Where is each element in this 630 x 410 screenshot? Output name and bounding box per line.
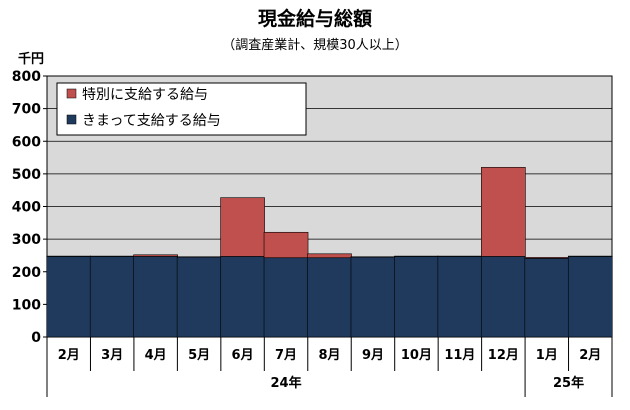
- year-label: 24年: [270, 375, 301, 391]
- bar-special: [220, 197, 265, 257]
- bar-regular: [133, 256, 178, 338]
- chart-subtitle: （調査産業計、規模30人以上）: [222, 37, 408, 53]
- bar-regular: [176, 256, 222, 338]
- bar-regular: [437, 256, 483, 338]
- y-tick-label: 100: [12, 297, 41, 313]
- bar-regular: [89, 256, 135, 338]
- x-tick-label: 8月: [318, 348, 340, 363]
- bar-regular: [263, 257, 309, 338]
- bar-special: [524, 257, 570, 259]
- x-tick-label: 7月: [275, 348, 297, 363]
- bar-regular: [394, 256, 439, 338]
- x-tick-label: 3月: [101, 348, 123, 363]
- y-tick-label: 300: [12, 232, 41, 248]
- x-tick-label: 2月: [579, 348, 601, 363]
- year-label: 25年: [553, 375, 584, 391]
- y-tick-label: 500: [12, 167, 41, 183]
- x-tick-label: 6月: [232, 348, 254, 363]
- legend-label-special: 特別に支給する給与: [82, 87, 208, 103]
- bar-special: [307, 253, 352, 259]
- y-axis-ticks: 0 100 200 300 400 500 600 700 800: [12, 69, 47, 346]
- bar-regular: [307, 257, 352, 338]
- y-tick-label: 400: [12, 200, 41, 216]
- y-tick-label: 0: [31, 330, 41, 346]
- bar-regular: [350, 256, 396, 338]
- chart-title: 現金給与総額: [258, 7, 372, 30]
- x-tick-label: 2月: [58, 348, 80, 363]
- bar-regular: [46, 256, 92, 338]
- y-tick-label: 600: [12, 134, 41, 150]
- legend-swatch-special: [66, 88, 77, 99]
- y-tick-label: 200: [12, 265, 41, 281]
- x-tick-label: 10月: [401, 348, 432, 363]
- bars: [46, 167, 613, 338]
- legend: 特別に支給する給与 きまって支給する給与: [56, 82, 307, 136]
- bar-special: [133, 254, 178, 257]
- x-axis: 2月 3月 4月 5月 6月 7月 8月 9月 10月 11月 12月 1月 2月 24年 25年: [46, 337, 613, 397]
- x-tick-label: 11月: [444, 348, 475, 363]
- bar-special: [263, 231, 309, 259]
- bar-regular: [481, 256, 526, 338]
- bar-regular: [220, 256, 265, 338]
- legend-label-regular: きまって支給する給与: [82, 113, 221, 129]
- y-axis-unit: 千円: [18, 51, 44, 67]
- legend-box: [56, 82, 307, 136]
- bar-special: [481, 167, 526, 257]
- legend-swatch-regular: [66, 114, 77, 125]
- x-tick-label: 5月: [188, 348, 210, 363]
- x-tick-label: 1月: [536, 348, 558, 363]
- bar-regular: [567, 256, 613, 338]
- y-tick-label: 700: [12, 102, 41, 118]
- bar-regular: [524, 258, 570, 338]
- x-tick-label: 4月: [145, 348, 167, 363]
- y-tick-label: 800: [12, 69, 41, 85]
- x-tick-label: 9月: [362, 348, 384, 363]
- x-tick-label: 12月: [488, 348, 519, 363]
